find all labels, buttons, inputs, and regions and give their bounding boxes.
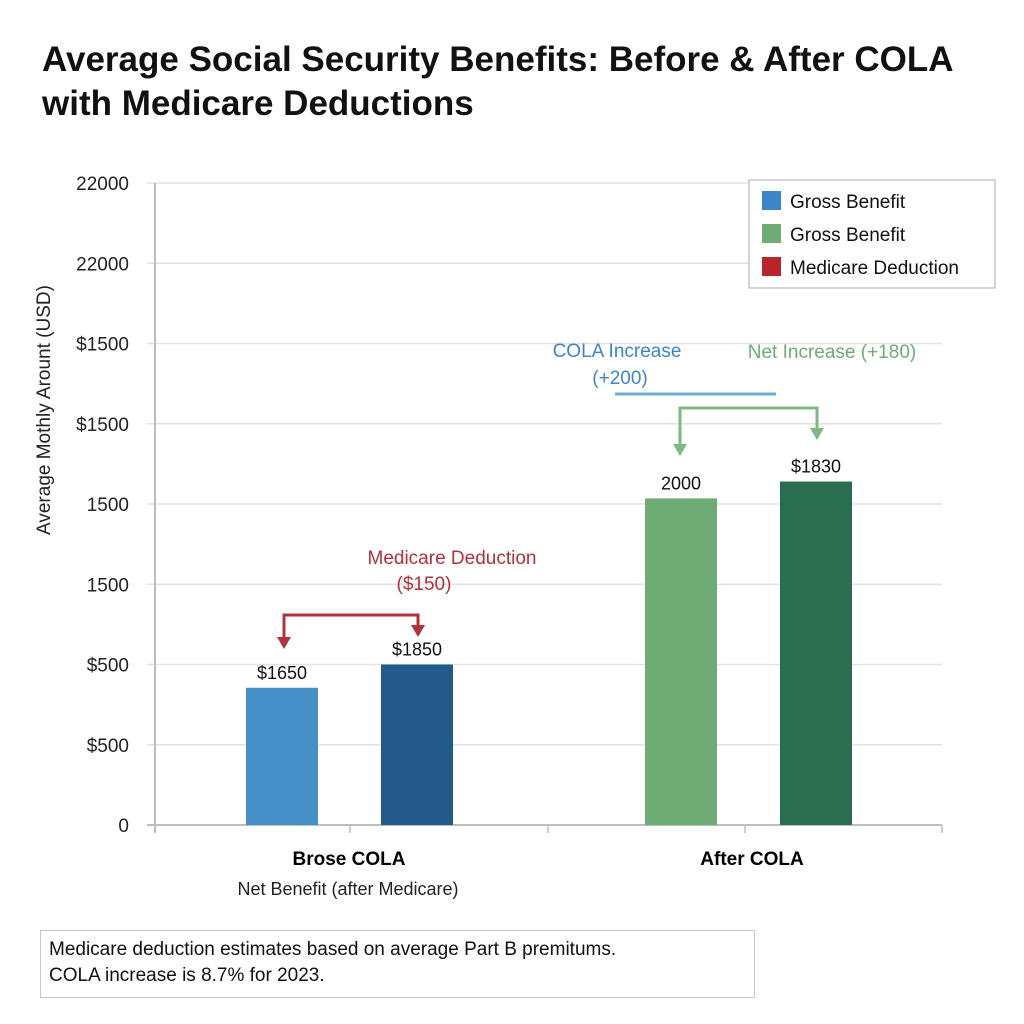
chart-title: Average Social Security Benefits: Before… [42, 40, 953, 123]
legend-label: Gross Benefit [790, 192, 906, 213]
y-tick-label: 1500 [87, 575, 129, 596]
legend-swatch [762, 224, 781, 243]
net-increase-annotation: Net Increase (+180) [748, 342, 916, 363]
medicare-annotation-value: ($150) [397, 574, 452, 595]
y-tick-label: 22000 [76, 254, 129, 275]
legend-swatch [762, 257, 781, 276]
net-increase-bracket [678, 406, 819, 448]
cola-annotation: COLA Increase [553, 341, 682, 362]
legend-swatch [762, 191, 781, 210]
y-axis-label: Average Mothly Arount (USD) [34, 285, 55, 535]
bar-value-label: 2000 [661, 473, 701, 493]
medicare-annotation: Medicare Deduction [368, 548, 537, 569]
footnote-line-1: Medicare deduction estimates based on av… [49, 939, 617, 960]
y-tick-label: $1500 [76, 335, 129, 356]
y-tick-label: $1500 [76, 415, 129, 436]
legend-label: Gross Benefit [790, 225, 906, 246]
bar-value-label: $1850 [392, 640, 442, 660]
arrow-down-icon [411, 625, 425, 637]
category-label: After COLA [700, 849, 804, 870]
y-tick-label: $500 [87, 736, 129, 757]
cola-annotation-value: (+200) [592, 368, 647, 389]
bar-value-label: $1830 [791, 457, 841, 477]
footnote-line-2: COLA increase is 8.7% for 2023. [49, 965, 325, 986]
arrow-down-icon [810, 428, 824, 440]
arrow-down-icon [277, 637, 291, 649]
y-tick-label: 1500 [87, 495, 129, 516]
arrow-down-icon [673, 444, 687, 456]
medicare-bracket [282, 613, 420, 645]
y-tick-label: $500 [87, 656, 129, 677]
category-label: Brose COLA [293, 849, 406, 870]
bar [645, 498, 717, 825]
bar [780, 481, 852, 825]
footnote: Medicare deduction estimates based on av… [40, 930, 755, 998]
legend-label: Medicare Deduction [790, 258, 959, 279]
y-tick-label: 0 [118, 816, 129, 837]
category-sublabel: Net Benefit (after Medicare) [237, 879, 458, 899]
bar-value-label: $1650 [257, 663, 307, 683]
bar [246, 687, 318, 825]
y-tick-label: 22000 [76, 174, 129, 195]
bar [381, 664, 453, 825]
legend-box [748, 179, 996, 289]
